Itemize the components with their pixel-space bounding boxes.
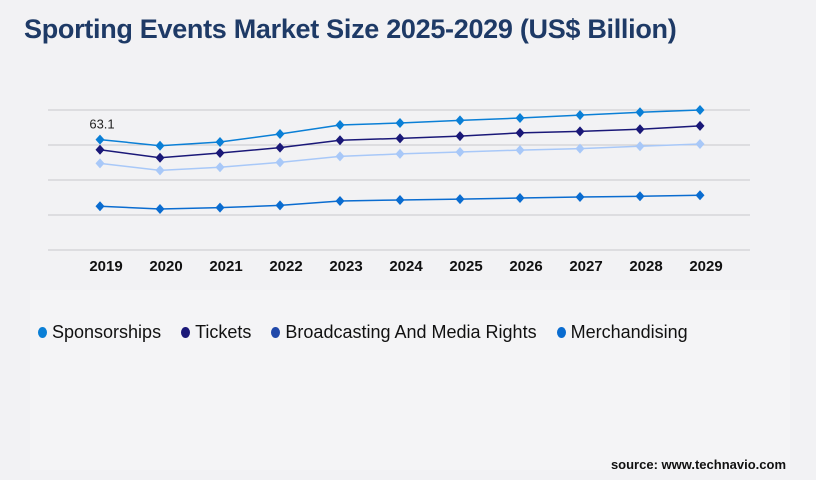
x-tick-label: 2023 [329, 258, 362, 275]
data-point [335, 151, 345, 162]
data-point [275, 200, 285, 211]
data-point [575, 110, 585, 121]
x-tick-label: 2024 [389, 258, 423, 275]
x-tick-label: 2027 [569, 258, 602, 275]
legend-item: Tickets [181, 322, 251, 343]
data-point [95, 134, 105, 145]
data-point [335, 135, 345, 146]
data-point [155, 140, 165, 151]
legend-item: Merchandising [556, 322, 688, 343]
x-tick-label: 2022 [269, 258, 302, 275]
data-point [455, 147, 465, 157]
data-point [455, 131, 465, 142]
data-point [695, 190, 705, 201]
data-point [275, 157, 285, 168]
data-point [155, 165, 165, 176]
legend-marker-icon [181, 327, 191, 338]
data-point [95, 158, 105, 169]
data-point [215, 137, 225, 148]
data-point [515, 193, 525, 204]
source-note: source: www.technavio.com [610, 457, 786, 472]
data-point [395, 194, 405, 205]
legend-item: Broadcasting And Media Rights [271, 322, 537, 343]
data-point [695, 120, 705, 131]
data-point [635, 191, 645, 202]
x-tick-label: 2020 [149, 258, 182, 275]
x-tick-label: 2019 [89, 258, 122, 275]
data-point [515, 145, 525, 156]
data-point [215, 162, 225, 173]
data-point [335, 196, 345, 206]
data-point [695, 138, 705, 149]
x-tick-label: 2025 [449, 258, 482, 275]
data-point [155, 204, 165, 215]
legend-label: Merchandising [570, 322, 688, 342]
data-point [335, 120, 345, 131]
data-point [635, 107, 645, 118]
data-point [635, 141, 645, 152]
legend-item: Sponsorships [38, 322, 161, 343]
x-tick-label: 2021 [209, 258, 242, 275]
legend-label: Tickets [195, 322, 252, 342]
data-label: 63.1 [89, 117, 114, 132]
legend: Sponsorships Tickets Broadcasting And Medi… [38, 322, 708, 343]
data-point [635, 124, 645, 135]
data-point [395, 133, 405, 144]
data-point [275, 128, 285, 139]
x-tick-label: 2029 [689, 258, 722, 275]
legend-label: Broadcasting And Media Rights [285, 322, 537, 342]
x-tick-label: 2028 [629, 258, 662, 275]
data-point [575, 143, 585, 154]
data-point [455, 194, 465, 205]
data-point [95, 201, 105, 212]
chart-background-panel [30, 290, 790, 470]
legend-marker-icon [556, 327, 566, 338]
legend-label: Sponsorships [52, 322, 162, 342]
data-point [575, 126, 585, 137]
data-point [95, 144, 105, 155]
data-point [515, 127, 525, 138]
data-point [215, 202, 225, 213]
x-tick-label: 2026 [509, 258, 542, 275]
chart-title: Sporting Events Market Size 2025-2029 (U… [24, 14, 677, 44]
data-point [215, 148, 225, 159]
data-point [155, 152, 165, 163]
legend-marker-icon [271, 327, 281, 338]
legend-marker-icon [38, 327, 47, 338]
data-point [395, 117, 405, 128]
data-point [455, 115, 465, 126]
data-point [395, 148, 405, 159]
data-point [575, 191, 585, 202]
data-point [275, 142, 285, 153]
data-point [515, 113, 525, 124]
data-point [695, 105, 705, 115]
